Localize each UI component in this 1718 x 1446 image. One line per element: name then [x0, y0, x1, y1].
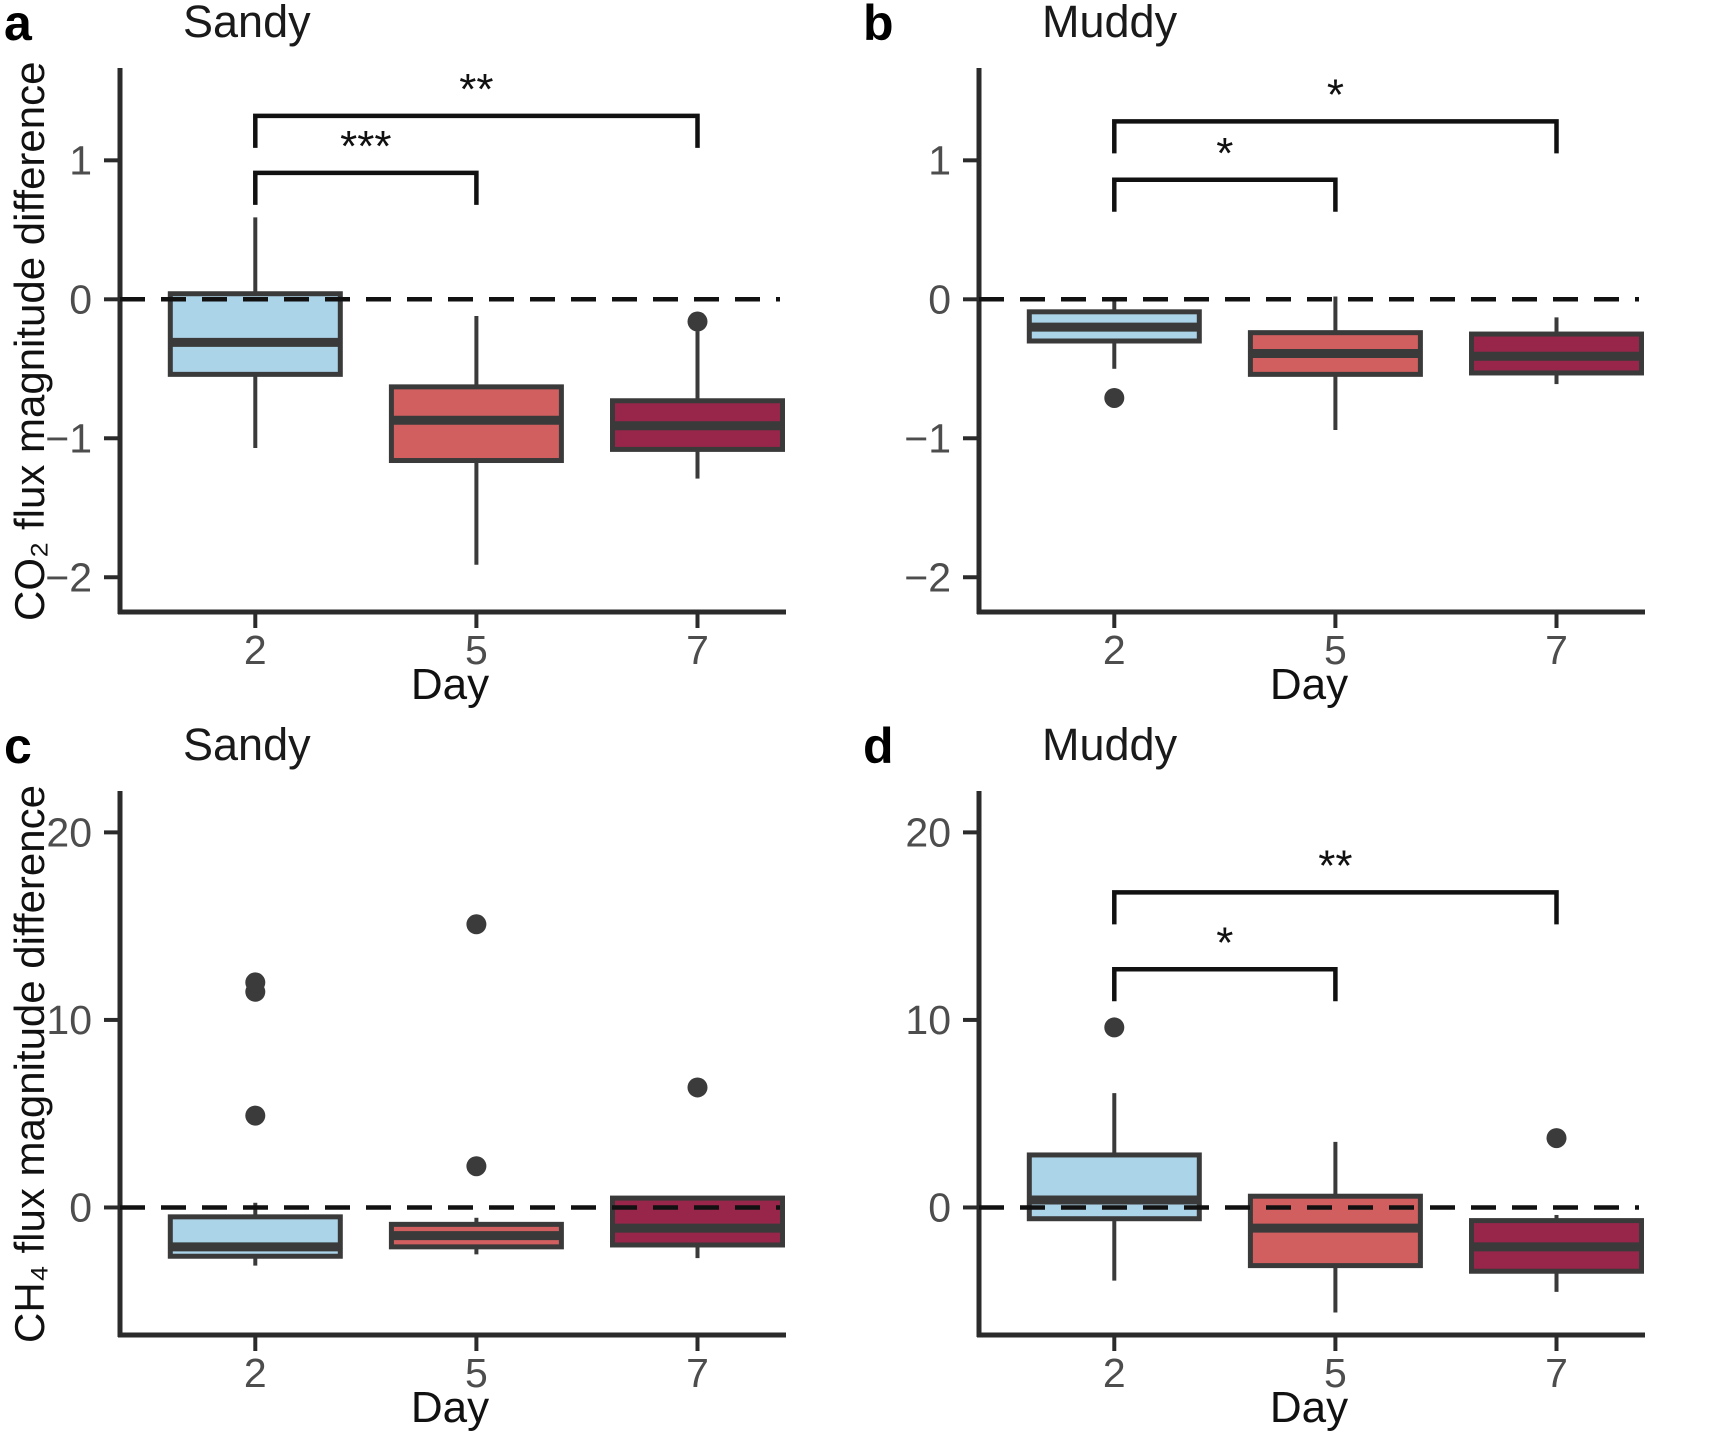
boxplot-day-7	[610, 1195, 785, 1259]
panel-letter-d: d	[863, 718, 894, 774]
outlier-point	[1104, 387, 1125, 408]
chart-canvas-c: 20 10 0 2 5 7	[46, 791, 786, 1396]
boxplot-day-2	[1026, 297, 1202, 369]
panel-title-a: Sandy	[183, 0, 311, 47]
x-tick-label: 2	[244, 627, 267, 673]
iqr-box	[1026, 1152, 1202, 1222]
panel-c: c Sandy CH₄ flux magnitude difference 20…	[0, 718, 859, 1446]
y-tick-label: 10	[905, 997, 951, 1043]
y-tick-label: 0	[928, 1184, 951, 1230]
x-axis-label-b: Day	[1269, 660, 1349, 709]
significance-stars: **	[1318, 841, 1352, 890]
significance-stars: *	[1216, 129, 1233, 178]
boxplot-day-2	[1026, 1093, 1202, 1281]
significance-bracket	[253, 170, 479, 205]
panel-letter-a: a	[4, 0, 32, 51]
y-tick-label: 0	[69, 1184, 92, 1230]
significance-stars: **	[459, 65, 493, 114]
x-tick-label: 5	[1324, 1350, 1347, 1396]
outlier-point	[245, 972, 266, 993]
outlier-point	[687, 1077, 708, 1098]
panel-title-b: Muddy	[1042, 0, 1178, 47]
boxplot-day-7	[610, 331, 785, 479]
x-tick-label: 7	[686, 1350, 709, 1396]
x-tick-label: 2	[244, 1350, 267, 1396]
boxplot-day-7	[1469, 317, 1644, 385]
panel-title-c: Sandy	[183, 719, 311, 770]
y-tick-label: −2	[45, 554, 92, 600]
y-tick-label: −1	[904, 415, 951, 461]
significance-bracket	[1112, 119, 1559, 154]
outlier-point	[1104, 1017, 1125, 1038]
iqr-box	[167, 291, 343, 377]
y-tick-label: 20	[46, 809, 92, 855]
panel-letter-c: c	[4, 718, 32, 774]
panel-title-d: Muddy	[1042, 719, 1178, 770]
significance-stars: *	[1216, 918, 1233, 967]
significance-bracket	[253, 113, 700, 148]
y-tick-label: 1	[69, 137, 92, 183]
x-tick-label: 5	[465, 627, 488, 673]
x-tick-label: 5	[1324, 627, 1347, 673]
chart-canvas-b: 1 0 −1 −2 2 5 7 * *	[904, 68, 1645, 673]
boxplot-day-2	[167, 217, 343, 449]
y-tick-label: 20	[905, 809, 951, 855]
chart-canvas-a: 10−1−22 5 7*****	[45, 65, 786, 673]
x-tick-label: 7	[1545, 1350, 1568, 1396]
x-axis-label-a: Day	[410, 660, 490, 709]
y-tick-label: 10	[46, 997, 92, 1043]
panel-b: b Muddy 1 0 −1 −2 2 5 7 * * Day	[859, 0, 1718, 723]
boxplot-day-5	[1247, 296, 1423, 430]
outlier-point	[687, 311, 708, 332]
x-tick-label: 2	[1103, 1350, 1126, 1396]
outlier-point	[1546, 1128, 1567, 1149]
panel-letter-b: b	[863, 0, 894, 51]
boxplot-day-5	[388, 1217, 564, 1255]
y-tick-label: −1	[45, 415, 92, 461]
significance-bracket	[1112, 890, 1559, 925]
y-tick-label: −2	[904, 554, 951, 600]
significance-stars: ***	[340, 122, 391, 171]
significance-bracket	[1112, 177, 1338, 212]
x-tick-label: 7	[686, 627, 709, 673]
y-tick-label: 0	[69, 276, 92, 322]
boxplot-day-7	[1469, 1214, 1644, 1292]
x-tick-label: 5	[465, 1350, 488, 1396]
outlier-point	[466, 914, 487, 935]
x-axis-label-c: Day	[410, 1383, 490, 1432]
x-tick-label: 2	[1103, 627, 1126, 673]
y-tick-label: 0	[928, 276, 951, 322]
outlier-point	[245, 1105, 266, 1126]
x-axis-label-d: Day	[1269, 1383, 1349, 1432]
y-tick-label: 1	[928, 137, 951, 183]
boxplot-day-2	[167, 1202, 343, 1266]
boxplot-day-5	[388, 315, 564, 565]
boxplot-day-5	[1247, 1141, 1423, 1313]
significance-stars: *	[1327, 70, 1344, 119]
outlier-point	[466, 1156, 487, 1177]
panel-d: d Muddy 20 10 0 2 5 7 * ** Day	[859, 718, 1718, 1446]
x-tick-label: 7	[1545, 627, 1568, 673]
significance-bracket	[1112, 967, 1338, 1002]
iqr-box	[610, 1195, 785, 1248]
